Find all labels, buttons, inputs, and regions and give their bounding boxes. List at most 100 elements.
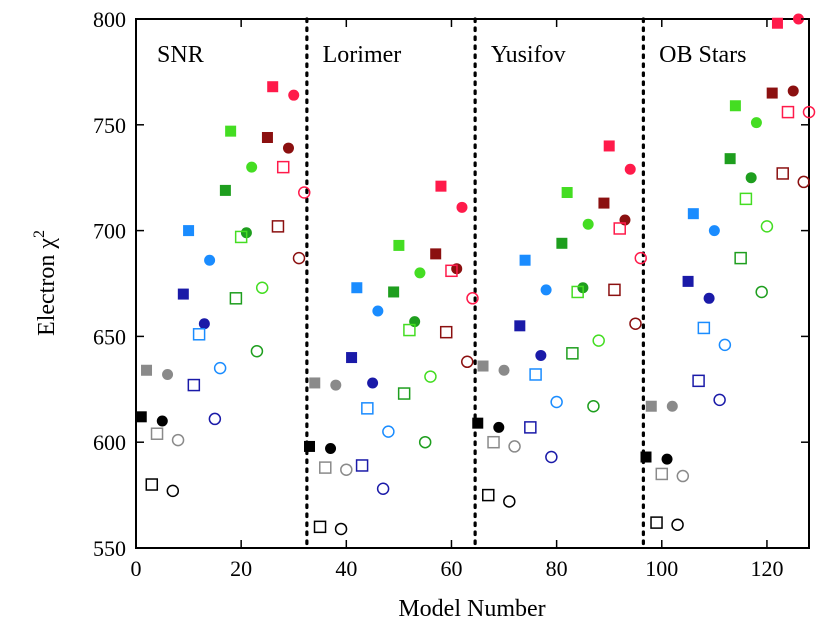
data-point <box>503 495 516 508</box>
y-tick-label: 550 <box>93 536 126 561</box>
data-point <box>367 377 379 389</box>
x-tick-label: 60 <box>440 556 462 581</box>
data-point <box>313 520 327 534</box>
data-point <box>493 421 505 433</box>
data-point <box>204 254 216 266</box>
data-point <box>183 225 195 237</box>
data-point <box>219 184 231 196</box>
data-point <box>802 105 816 119</box>
data-point <box>718 338 732 352</box>
data-point <box>340 463 353 476</box>
data-point <box>388 286 400 298</box>
data-point <box>351 282 363 294</box>
data-point <box>162 368 174 380</box>
data-point <box>288 89 300 101</box>
data-point <box>141 364 153 376</box>
y-axis-title-main: Electron χ <box>34 238 60 336</box>
x-tick-label: 80 <box>546 556 568 581</box>
data-point <box>292 251 306 265</box>
data-point <box>739 192 753 206</box>
data-point <box>613 222 626 235</box>
y-axis-title-superscript: 2 <box>31 230 48 238</box>
data-point <box>187 378 201 392</box>
data-point <box>439 325 453 339</box>
data-point <box>198 318 210 330</box>
data-point <box>713 393 726 407</box>
data-point <box>225 125 237 137</box>
data-point <box>271 220 285 233</box>
data-point <box>361 402 374 415</box>
data-point <box>250 344 264 358</box>
data-point <box>697 321 711 335</box>
data-point <box>676 469 690 483</box>
data-point <box>334 522 348 536</box>
region-labels: SNR Lorimer Yusifov OB Stars <box>157 42 746 68</box>
data-point <box>592 334 605 347</box>
data-point <box>261 131 273 143</box>
x-tick-label: 40 <box>335 556 357 581</box>
plot-frame <box>135 18 810 549</box>
data-point <box>418 435 432 449</box>
data-point <box>771 17 783 29</box>
data-point <box>192 328 206 341</box>
data-point <box>760 220 774 233</box>
region-label: SNR <box>157 42 204 68</box>
region-label: Yusifov <box>491 42 566 68</box>
data-point <box>456 201 468 213</box>
data-points <box>135 13 816 536</box>
data-point <box>776 167 789 180</box>
y-tick-label: 650 <box>93 324 126 349</box>
data-point <box>372 305 384 317</box>
data-point <box>472 417 484 429</box>
data-point <box>766 87 778 99</box>
data-point <box>745 172 757 184</box>
data-point <box>435 180 447 192</box>
data-point <box>397 387 411 400</box>
data-point <box>524 421 537 434</box>
data-point <box>582 218 594 230</box>
data-point <box>267 81 279 93</box>
data-point <box>255 281 269 294</box>
y-tick-label: 600 <box>93 430 126 455</box>
data-point <box>629 317 642 330</box>
data-point <box>535 349 547 361</box>
data-point <box>792 13 804 25</box>
y-axis-ticks: 550 600 650 700 750 800 <box>93 7 809 561</box>
y-axis-title: Electron χ2 <box>31 230 60 336</box>
data-point <box>466 292 479 305</box>
data-point <box>540 284 552 296</box>
data-point <box>519 254 531 266</box>
data-point <box>150 427 164 440</box>
data-point <box>703 292 715 304</box>
data-point <box>561 187 573 199</box>
data-point <box>234 230 248 244</box>
data-point <box>166 484 180 498</box>
data-point <box>393 239 405 251</box>
data-point <box>346 352 358 364</box>
data-point <box>587 399 600 413</box>
data-point <box>750 117 762 129</box>
data-point <box>624 163 636 175</box>
data-point <box>460 355 474 369</box>
data-point <box>382 425 395 438</box>
data-point <box>650 516 663 529</box>
data-point <box>661 453 673 465</box>
data-point <box>208 412 222 426</box>
data-point <box>755 285 768 299</box>
data-point <box>487 435 500 449</box>
y-tick-label: 750 <box>93 113 126 138</box>
data-point <box>608 283 621 297</box>
data-point <box>325 443 337 455</box>
x-tick-label: 100 <box>645 556 678 581</box>
data-point <box>682 275 694 287</box>
x-tick-label: 20 <box>230 556 252 581</box>
data-point <box>734 251 747 265</box>
data-point <box>482 488 495 502</box>
data-point <box>708 225 720 237</box>
data-point <box>640 451 652 463</box>
data-point <box>309 377 321 389</box>
data-point <box>508 440 521 453</box>
data-point <box>529 368 542 381</box>
data-point <box>655 467 669 481</box>
